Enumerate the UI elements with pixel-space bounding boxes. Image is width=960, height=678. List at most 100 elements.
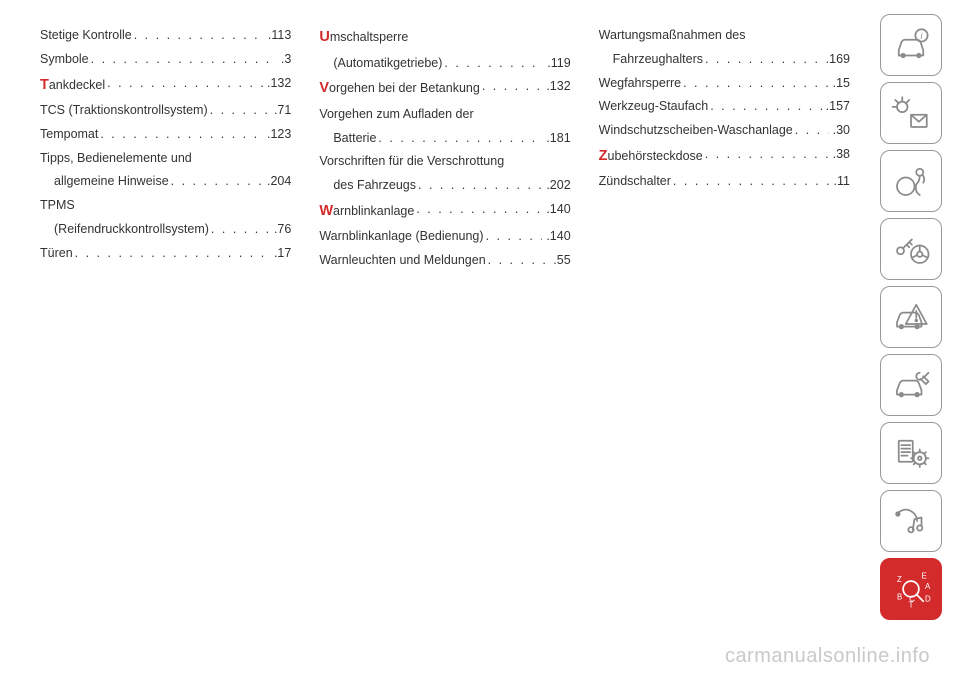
index-page-number: .202: [542, 174, 570, 198]
index-entry: Umschaltsperre: [319, 24, 570, 52]
index-column: Umschaltsperre(Automatikgetriebe).119Vor…: [319, 24, 570, 273]
index-columns: Stetige Kontrolle.113Symbole.3Tankdeckel…: [40, 24, 850, 273]
index-page-number: .123: [263, 123, 291, 147]
dot-leader: [482, 75, 543, 103]
index-entry: (Reifendruckkontrollsystem) .76: [40, 218, 291, 242]
index-entry: Tankdeckel .132: [40, 72, 291, 100]
index-entry-label: Warnblinkanlage: [319, 198, 414, 226]
index-page-number: .30: [829, 119, 850, 143]
index-entry-label: Warnblinkanlage (Bedienung): [319, 225, 483, 249]
index-entry-label: Tankdeckel: [40, 72, 105, 100]
dot-leader: [210, 99, 270, 123]
dot-leader: [488, 249, 550, 273]
index-entry-label: Vorgehen bei der Betankung: [319, 75, 479, 103]
index-page-number: .76: [270, 218, 291, 242]
index-page-number: .71: [270, 99, 291, 123]
index-entry: Tipps, Bedienelemente und: [40, 147, 291, 171]
index-page-number: .169: [822, 48, 850, 72]
lights-mail-icon[interactable]: [880, 82, 942, 144]
key-wheel-icon[interactable]: [880, 218, 942, 280]
index-entry: TPMS: [40, 194, 291, 218]
dot-leader: [710, 95, 821, 119]
index-entry: Zündschalter .11: [599, 170, 850, 194]
index-initial-letter: T: [40, 72, 49, 100]
dot-leader: [107, 72, 263, 100]
index-page-number: .140: [542, 225, 570, 249]
dot-leader: [673, 170, 830, 194]
index-page-number: .119: [543, 52, 570, 76]
index-entry-rest: ankdeckel: [49, 78, 105, 92]
index-page-number: .17: [270, 242, 291, 266]
index-page-number: .140: [542, 198, 570, 226]
index-entry-rest: ubehörsteckdose: [608, 149, 703, 163]
index-page-number: .11: [830, 170, 850, 194]
index-entry: Symbole.3: [40, 48, 291, 72]
index-entry-label: Tipps, Bedienelemente und: [40, 147, 192, 171]
section-icon-rail: i Z: [880, 14, 942, 620]
index-entry: (Automatikgetriebe).119: [319, 52, 570, 76]
index-entry-label: Wartungsmaßnahmen des: [599, 24, 746, 48]
index-entry: Wartungsmaßnahmen des: [599, 24, 850, 48]
dot-leader: [705, 143, 829, 171]
index-entry: Tempomat .123: [40, 123, 291, 147]
watermark-text: carmanualsonline.info: [725, 645, 930, 668]
index-entry: Warnblinkanlage (Bedienung) .140: [319, 225, 570, 249]
dot-leader: [705, 48, 822, 72]
dot-leader: [444, 52, 543, 76]
index-entry-rest: orgehen bei der Betankung: [329, 81, 480, 95]
index-entry-label: Vorgehen zum Aufladen der: [319, 103, 473, 127]
svg-text:i: i: [921, 31, 924, 41]
index-page-number: .132: [263, 72, 291, 100]
media-icon[interactable]: [880, 490, 942, 552]
index-entry: Vorgehen zum Aufladen der: [319, 103, 570, 127]
document-gear-icon[interactable]: [880, 422, 942, 484]
index-entry-label: Zündschalter: [599, 170, 671, 194]
car-info-icon[interactable]: i: [880, 14, 942, 76]
index-entry-label: allgemeine Hinweise: [54, 170, 169, 194]
index-entry-rest: mschaltsperre: [330, 30, 409, 44]
index-entry: des Fahrzeugs .202: [319, 174, 570, 198]
warning-triangle-icon[interactable]: [880, 286, 942, 348]
index-page-number: .132: [542, 75, 570, 103]
dot-leader: [134, 24, 264, 48]
index-entry: Vorschriften für die Verschrottung: [319, 150, 570, 174]
index-page-number: .38: [829, 143, 850, 171]
dot-leader: [486, 225, 543, 249]
index-entry: Windschutzscheiben-Waschanlage.30: [599, 119, 850, 143]
index-entry: Werkzeug-Staufach .157: [599, 95, 850, 119]
dot-leader: [418, 174, 542, 198]
index-entry-label: Werkzeug-Staufach: [599, 95, 709, 119]
airbag-icon[interactable]: [880, 150, 942, 212]
manual-index-page: Stetige Kontrolle.113Symbole.3Tankdeckel…: [0, 0, 960, 678]
index-entry: TCS (Traktionskontrollsystem).71: [40, 99, 291, 123]
index-icon[interactable]: Z B E A D T I C: [880, 558, 942, 620]
index-entry: Warnblinkanlage .140: [319, 198, 570, 226]
dot-leader: [378, 127, 542, 151]
svg-text:A: A: [925, 582, 931, 591]
index-initial-letter: U: [319, 24, 329, 52]
index-entry-label: Tempomat: [40, 123, 98, 147]
index-entry-label: Fahrzeughalters: [613, 48, 703, 72]
index-page-number: .204: [263, 170, 291, 194]
index-entry-label: des Fahrzeugs: [333, 174, 416, 198]
dot-leader: [795, 119, 829, 143]
dot-leader: [75, 242, 270, 266]
index-entry-label: Türen: [40, 242, 73, 266]
index-initial-letter: W: [319, 198, 333, 226]
svg-text:Z: Z: [897, 575, 902, 584]
index-page-number: .181: [542, 127, 570, 151]
index-page-number: .3: [277, 48, 291, 72]
index-entry-label: Umschaltsperre: [319, 24, 408, 52]
index-entry-label: Warnleuchten und Meldungen: [319, 249, 485, 273]
dot-leader: [211, 218, 270, 242]
index-entry-label: Batterie: [333, 127, 376, 151]
index-entry-label: Wegfahrsperre: [599, 72, 681, 96]
index-page-number: .157: [822, 95, 850, 119]
index-entry-label: TPMS: [40, 194, 75, 218]
index-entry: Stetige Kontrolle.113: [40, 24, 291, 48]
index-entry-label: (Reifendruckkontrollsystem): [54, 218, 209, 242]
index-entry: Batterie .181: [319, 127, 570, 151]
index-entry: Wegfahrsperre.15: [599, 72, 850, 96]
svg-text:I: I: [902, 586, 904, 595]
car-service-icon[interactable]: [880, 354, 942, 416]
